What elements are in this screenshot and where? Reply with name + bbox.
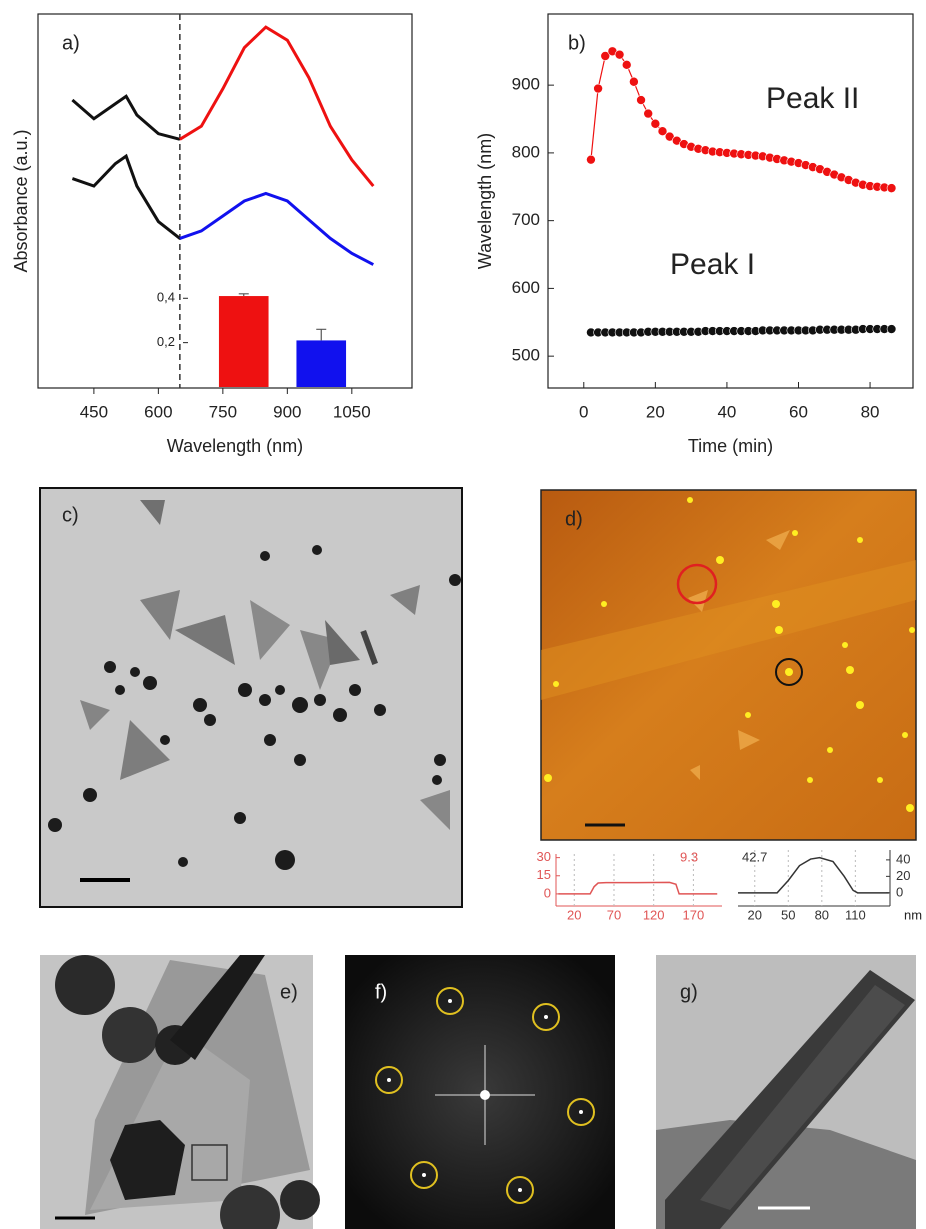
- x-tick-label: 110: [845, 907, 866, 922]
- x-tick-label: 20: [646, 402, 665, 421]
- y-tick-label: 0: [544, 885, 551, 900]
- y-tick-label: 600: [512, 278, 540, 297]
- value-label: 9.3: [680, 849, 698, 864]
- x-tick-label: 50: [781, 907, 795, 922]
- y-tick-label: 0,2: [157, 334, 175, 349]
- spectrum-line: [180, 27, 373, 186]
- x-tick-label: 20: [567, 907, 581, 922]
- y-tick-label: 700: [512, 210, 540, 229]
- panel-label: d): [565, 508, 583, 530]
- spectrum-line: [72, 156, 179, 238]
- error-bar: [239, 294, 249, 296]
- bar: [219, 296, 269, 387]
- x-tick-label: 0: [579, 402, 588, 421]
- y-tick-label: 40: [896, 851, 910, 866]
- x-tick-label: 80: [815, 907, 829, 922]
- x-tick-label: 1050: [333, 402, 371, 421]
- x-tick-label: 60: [789, 402, 808, 421]
- x-tick-label: 40: [717, 402, 736, 421]
- x-tick-label: 70: [607, 907, 621, 922]
- figure: c) d) e) f) g) 4506007509001050Wavelengt…: [0, 0, 926, 1229]
- point: [651, 119, 660, 128]
- y-tick-label: 0: [896, 884, 903, 899]
- panel-label: c): [62, 504, 79, 526]
- y-axis-label: Absorbance (a.u.): [11, 129, 31, 272]
- x-tick-label: 900: [273, 402, 301, 421]
- x-tick-label: 80: [861, 402, 880, 421]
- x-tick-label: 170: [683, 907, 705, 922]
- spectrum-line: [180, 194, 373, 265]
- point: [887, 184, 896, 193]
- panel-label: g): [680, 981, 698, 1003]
- annotation: Peak II: [766, 82, 859, 115]
- x-tick-label: 750: [209, 402, 237, 421]
- y-tick-label: 900: [512, 75, 540, 94]
- y-tick-label: 500: [512, 346, 540, 365]
- y-tick-label: 800: [512, 142, 540, 161]
- value-label: 42.7: [742, 849, 767, 864]
- point: [629, 77, 638, 86]
- x-axis-label: nm: [904, 907, 922, 922]
- point: [586, 155, 595, 164]
- point: [594, 84, 603, 93]
- y-axis-label: Wavelength (nm): [475, 133, 495, 269]
- tem-image-c: [40, 488, 462, 907]
- y-tick-label: 20: [896, 868, 910, 883]
- point: [644, 109, 653, 118]
- afm-image-d: [541, 490, 916, 840]
- point: [887, 325, 896, 334]
- spectrum-line: [72, 96, 179, 139]
- y-tick-label: 0,4: [157, 290, 175, 305]
- y-tick-label: 15: [537, 867, 551, 882]
- bar: [296, 340, 346, 387]
- error-bar: [316, 329, 326, 340]
- x-tick-label: 20: [748, 907, 762, 922]
- panel-label: b): [568, 32, 586, 54]
- panel-label: a): [62, 32, 80, 54]
- y-tick-label: 30: [537, 849, 551, 864]
- point: [622, 60, 631, 69]
- x-tick-label: 120: [643, 907, 665, 922]
- panel-label: e): [280, 981, 298, 1003]
- tem-image-e: [40, 955, 320, 1229]
- x-axis-label: Time (min): [688, 436, 773, 456]
- point: [637, 96, 646, 105]
- annotation: Peak I: [670, 248, 755, 281]
- x-tick-label: 450: [80, 402, 108, 421]
- x-axis-label: Wavelength (nm): [167, 436, 303, 456]
- panel-label: f): [375, 981, 387, 1003]
- series-line: [591, 51, 892, 188]
- point: [615, 50, 624, 59]
- x-tick-label: 600: [144, 402, 172, 421]
